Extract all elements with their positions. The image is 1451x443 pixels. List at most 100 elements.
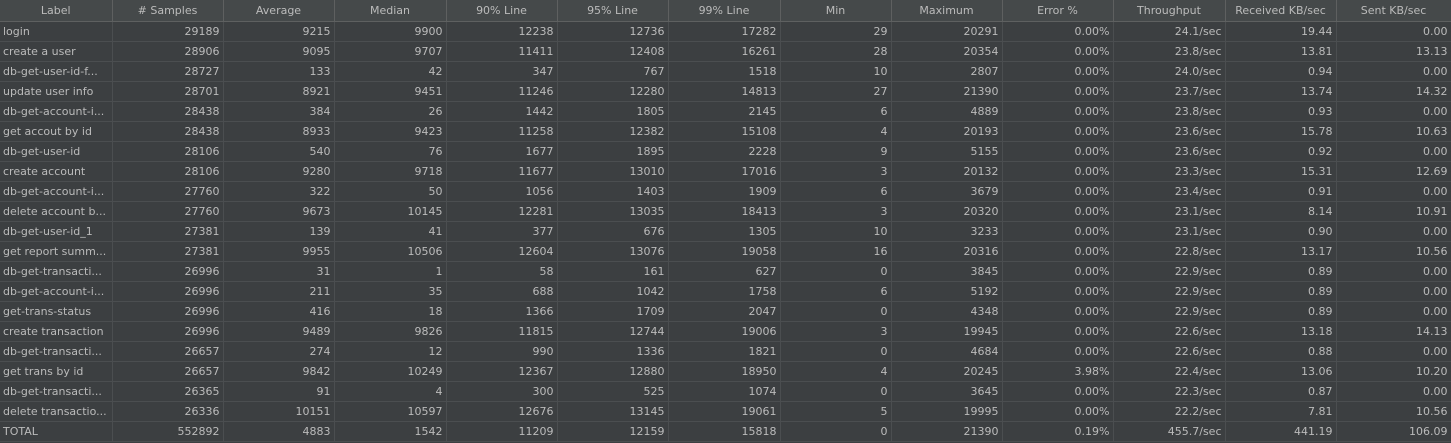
column-header-95-line[interactable]: 95% Line [557,0,669,22]
cell-received-kb-sec: 13.17 [1225,241,1337,262]
cell-samples: 28438 [112,101,224,122]
cell-line-95: 12744 [557,321,669,342]
cell-line-95: 676 [557,221,669,242]
table-row[interactable]: db-get-user-id_1 27381 139 41 377 676 1305 10 32… [0,221,1451,242]
cell-average: 9673 [223,201,335,222]
cell-maximum: 20291 [891,21,1003,42]
cell-samples: 29189 [112,21,224,42]
cell-line-99: 19061 [668,401,781,422]
cell-label: delete account b... [0,201,113,222]
cell-line-99: 2047 [668,301,781,322]
cell-line-99: 17282 [668,21,781,42]
cell-median: 10506 [334,241,447,262]
cell-median: 9451 [334,81,447,102]
cell-samples: 28727 [112,61,224,82]
column-header-throughput[interactable]: Throughput [1113,0,1226,22]
total-row[interactable]: TOTAL 552892 4883 1542 11209 12159 15818 0 21390… [0,421,1451,442]
cell-min: 3 [780,161,892,182]
cell-line-95: 12280 [557,81,669,102]
cell-average: 9842 [223,361,335,382]
cell-label: db-get-transacti... [0,341,113,362]
cell-maximum: 3679 [891,181,1003,202]
cell-label: create transaction [0,321,113,342]
column-header-99-line[interactable]: 99% Line [668,0,781,22]
cell-maximum: 4684 [891,341,1003,362]
column-header-maximum[interactable]: Maximum [891,0,1003,22]
cell-error-percent: 0.00% [1002,161,1114,182]
table-row[interactable]: db-get-transacti... 26365 91 4 300 525 1074 0 36… [0,381,1451,402]
column-header-min[interactable]: Min [780,0,892,22]
column-header-90-line[interactable]: 90% Line [446,0,558,22]
cell-average: 274 [223,341,335,362]
table-row[interactable]: db-get-account-i... 28438 384 26 1442 1805 214… [0,101,1451,122]
column-header-sent-kb-sec[interactable]: Sent KB/sec [1336,0,1451,22]
cell-error-percent: 0.00% [1002,81,1114,102]
cell-label: update user info [0,81,113,102]
table-row[interactable]: delete transactio... 26336 10151 10597 12676… [0,401,1451,422]
table-row[interactable]: get report summ... 27381 9955 10506 12604 130… [0,241,1451,262]
table-row[interactable]: db-get-user-id 28106 540 76 1677 1895 2228 9 515… [0,141,1451,162]
cell-min: 6 [780,181,892,202]
column-header-label[interactable]: Label [0,0,113,22]
cell-sent-kb-sec: 14.32 [1336,81,1451,102]
table-row[interactable]: create a user 28906 9095 9707 11411 12408 1626… [0,41,1451,62]
cell-received-kb-sec: 0.89 [1225,261,1337,282]
cell-average: 211 [223,281,335,302]
cell-average: 133 [223,61,335,82]
cell-median: 50 [334,181,447,202]
cell-samples: 27381 [112,221,224,242]
cell-received-kb-sec: 441.19 [1225,421,1337,442]
cell-error-percent: 0.00% [1002,401,1114,422]
table-row[interactable]: db-get-account-i... 26996 211 35 688 1042 1758… [0,281,1451,302]
cell-maximum: 3233 [891,221,1003,242]
cell-median: 10145 [334,201,447,222]
cell-line-95: 1709 [557,301,669,322]
table-row[interactable]: update user info 28701 8921 9451 11246 12280 1… [0,81,1451,102]
cell-min: 29 [780,21,892,42]
cell-label: delete transactio... [0,401,113,422]
cell-sent-kb-sec: 106.09 [1336,421,1451,442]
cell-maximum: 4348 [891,301,1003,322]
cell-line-90: 377 [446,221,558,242]
cell-received-kb-sec: 19.44 [1225,21,1337,42]
column-header-error-percent[interactable]: Error % [1002,0,1114,22]
column-header-average[interactable]: Average [223,0,335,22]
cell-received-kb-sec: 0.88 [1225,341,1337,362]
cell-throughput: 23.8/sec [1113,101,1226,122]
cell-maximum: 19945 [891,321,1003,342]
column-header-samples[interactable]: # Samples [112,0,224,22]
table-row[interactable]: db-get-account-i... 27760 322 50 1056 1403 190… [0,181,1451,202]
cell-throughput: 23.1/sec [1113,221,1226,242]
cell-error-percent: 0.00% [1002,101,1114,122]
column-header-received-kb-sec[interactable]: Received KB/sec [1225,0,1337,22]
column-header-median[interactable]: Median [334,0,447,22]
table-row[interactable]: get trans by id 26657 9842 10249 12367 12880 1… [0,361,1451,382]
cell-samples: 27760 [112,201,224,222]
table-row[interactable]: db-get-transacti... 26657 274 12 990 1336 1821… [0,341,1451,362]
table-row[interactable]: db-get-transacti... 26996 31 1 58 161 627 0 3845… [0,261,1451,282]
table-row[interactable]: db-get-user-id-f... 28727 133 42 347 767 1518 1… [0,61,1451,82]
cell-throughput: 22.6/sec [1113,321,1226,342]
cell-error-percent: 0.00% [1002,221,1114,242]
cell-average: 139 [223,221,335,242]
cell-samples: 28906 [112,41,224,62]
cell-throughput: 23.7/sec [1113,81,1226,102]
table-row[interactable]: delete account b... 27760 9673 10145 12281 13… [0,201,1451,222]
cell-line-95: 525 [557,381,669,402]
cell-received-kb-sec: 15.78 [1225,121,1337,142]
table-row[interactable]: create transaction 26996 9489 9826 11815 1274… [0,321,1451,342]
cell-line-95: 1895 [557,141,669,162]
cell-median: 18 [334,301,447,322]
table-row[interactable]: create account 28106 9280 9718 11677 13010 170… [0,161,1451,182]
cell-average: 10151 [223,401,335,422]
table-body: login 29189 9215 9900 12238 12736 17282 29 20291… [0,21,1451,442]
table-header-row: Label # Samples Average Median 90% Line … [0,0,1451,22]
cell-line-90: 12281 [446,201,558,222]
cell-average: 9955 [223,241,335,262]
table-row[interactable]: get accout by id 28438 8933 9423 11258 12382 1… [0,121,1451,142]
cell-received-kb-sec: 13.81 [1225,41,1337,62]
cell-line-99: 627 [668,261,781,282]
table-row[interactable]: login 29189 9215 9900 12238 12736 17282 29 20291… [0,21,1451,42]
cell-median: 76 [334,141,447,162]
table-row[interactable]: get-trans-status 26996 416 18 1366 1709 2047 0 4… [0,301,1451,322]
